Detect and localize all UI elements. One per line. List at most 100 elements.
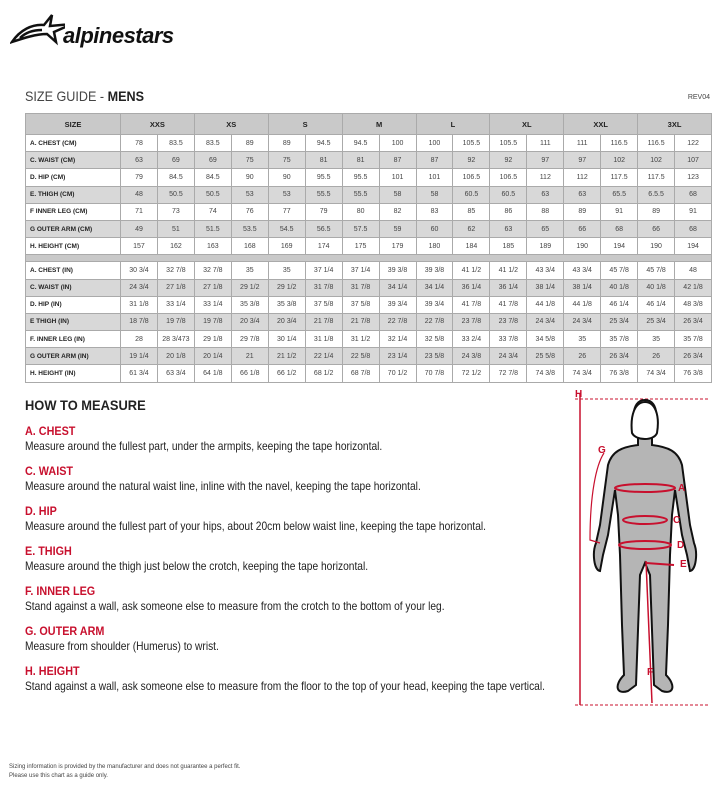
- cell-value: 63: [489, 219, 528, 239]
- cell-value: 37 5/8: [304, 295, 343, 314]
- cell-value: 89: [563, 202, 602, 221]
- cell-value: 31 7/8: [341, 278, 380, 297]
- cell-value: 174: [304, 237, 343, 256]
- size-xxs: XXS: [120, 113, 195, 135]
- measure-item: C. WAIST Measure around the natural waist…: [25, 464, 565, 493]
- cell-value: 60.5: [452, 185, 491, 204]
- table-row: D. HIP (CM) 79 84.5 84.5 90 90 95.5 95.5 101 101 1…: [25, 168, 712, 187]
- cell-value: 97: [526, 151, 565, 170]
- cell-value: 27 1/8: [156, 278, 195, 297]
- cell-value: 24 3/4: [120, 278, 158, 297]
- measure-description: Measure around the thigh just below the …: [25, 559, 369, 573]
- title-gender: MENS: [107, 88, 145, 104]
- cell-value: 34 1/4: [378, 278, 417, 297]
- cell-value: 30 3/4: [120, 261, 158, 280]
- row-label: H. HEIGHT (IN): [25, 364, 121, 383]
- cell-value: 194: [600, 237, 639, 256]
- cell-value: 60: [415, 219, 454, 239]
- cell-value: 89: [267, 133, 306, 153]
- cell-value: 36 1/4: [452, 278, 491, 297]
- measure-heading: H. HEIGHT: [25, 664, 80, 678]
- cell-value: 37 5/8: [341, 295, 380, 314]
- cell-value: 68 7/8: [341, 364, 380, 383]
- figure-label-g: G: [598, 445, 606, 456]
- measure-item: E. THIGH Measure around the thigh just be…: [25, 544, 565, 573]
- cell-value: 180: [415, 237, 454, 256]
- cell-value: 33 7/8: [489, 330, 528, 349]
- cell-value: 123: [674, 168, 712, 187]
- size-m: M: [341, 113, 417, 135]
- measure-heading: A. CHEST: [25, 424, 76, 438]
- cell-value: 58: [378, 185, 417, 204]
- cell-value: 70 7/8: [415, 364, 454, 383]
- row-label: D. HIP (CM): [25, 168, 121, 187]
- cell-value: 168: [230, 237, 269, 256]
- unit-separator: [25, 254, 712, 263]
- cell-value: 100: [378, 133, 417, 153]
- cell-value: 19 1/4: [120, 347, 158, 366]
- measure-heading: G. OUTER ARM: [25, 624, 105, 638]
- cell-value: 63: [526, 185, 565, 204]
- cell-value: 68 1/2: [304, 364, 343, 383]
- cell-value: 48: [120, 185, 158, 204]
- cell-value: 35 7/8: [674, 330, 712, 349]
- cell-value: 50.5: [156, 185, 195, 204]
- cell-value: 39 3/4: [378, 295, 417, 314]
- cell-value: 26 3/4: [674, 312, 712, 332]
- cell-value: 77: [267, 202, 306, 221]
- cell-value: 6.5.5: [637, 185, 676, 204]
- table-row: E. THIGH (CM) 48 50.5 50.5 53 53 55.5 55.5 58 58 6…: [25, 185, 712, 204]
- table-row: H. HEIGHT (CM) 157 162 163 168 169 174 175 179 18…: [25, 237, 712, 256]
- table-row: F INNER LEG (CM) 71 73 74 76 77 79 80 82 83 85 86 88…: [25, 202, 712, 221]
- cell-value: 106.5: [452, 168, 491, 187]
- cell-value: 94.5: [341, 133, 380, 153]
- cell-value: 74: [193, 202, 232, 221]
- cell-value: 59: [378, 219, 417, 239]
- cell-value: 72 1/2: [452, 364, 491, 383]
- cell-value: 51.5: [193, 219, 232, 239]
- cell-value: 100: [415, 133, 454, 153]
- cell-value: 54.5: [267, 219, 306, 239]
- cell-value: 116.5: [600, 133, 639, 153]
- cell-value: 21: [230, 347, 269, 366]
- cell-value: 95.5: [341, 168, 380, 187]
- table-row: A. CHEST (CM) 78 83.5 83.5 89 89 94.5 94.5 100 10…: [25, 133, 712, 153]
- cell-value: 19 7/8: [193, 312, 232, 332]
- cell-value: 28 3/473: [156, 330, 195, 349]
- cell-value: 66 1/2: [267, 364, 306, 383]
- cell-value: 87: [378, 151, 417, 170]
- cell-value: 25 5/8: [526, 347, 565, 366]
- cell-value: 57.5: [341, 219, 380, 239]
- size-table: SIZE XXS XS S M L XL XXL 3XL A. CHEST (CM) 78 83.5 8…: [25, 113, 712, 383]
- measure-description: Measure from shoulder (Humerus) to wrist…: [25, 639, 219, 653]
- row-label: C. WAIST (CM): [25, 151, 121, 170]
- cell-value: 37 1/4: [304, 261, 343, 280]
- cell-value: 89: [230, 133, 269, 153]
- cell-value: 50.5: [193, 185, 232, 204]
- cell-value: 20 1/4: [193, 347, 232, 366]
- measure-item: D. HIP Measure around the fullest part of…: [25, 504, 565, 533]
- row-label: F. INNER LEG (IN): [25, 330, 121, 349]
- cell-value: 43 3/4: [563, 261, 602, 280]
- cell-value: 90: [267, 168, 306, 187]
- cell-value: 63: [120, 151, 158, 170]
- measure-item: F. INNER LEG Stand against a wall, ask so…: [25, 584, 565, 613]
- cell-value: 79: [304, 202, 343, 221]
- table-row: C. WAIST (CM) 63 69 69 75 75 81 81 87 87 92 92 97 97 1…: [25, 151, 712, 170]
- cell-value: 102: [600, 151, 639, 170]
- cell-value: 35 3/8: [267, 295, 306, 314]
- size-xxl: XXL: [563, 113, 639, 135]
- cell-value: 22 1/4: [304, 347, 343, 366]
- star-icon: [8, 14, 73, 46]
- cell-value: 25 3/4: [637, 312, 676, 332]
- cell-value: 23 7/8: [452, 312, 491, 332]
- measure-description: Measure around the fullest part, under t…: [25, 439, 383, 453]
- cell-value: 24 3/4: [563, 312, 602, 332]
- cell-value: 105.5: [452, 133, 491, 153]
- table-row: A. CHEST (IN) 30 3/4 32 7/8 32 7/8 35 35 37 1/…: [25, 261, 712, 280]
- cell-value: 68: [600, 219, 639, 239]
- cell-value: 90: [230, 168, 269, 187]
- cell-value: 55.5: [304, 185, 343, 204]
- cell-value: 24 3/8: [452, 347, 491, 366]
- row-label: C. WAIST (IN): [25, 278, 121, 297]
